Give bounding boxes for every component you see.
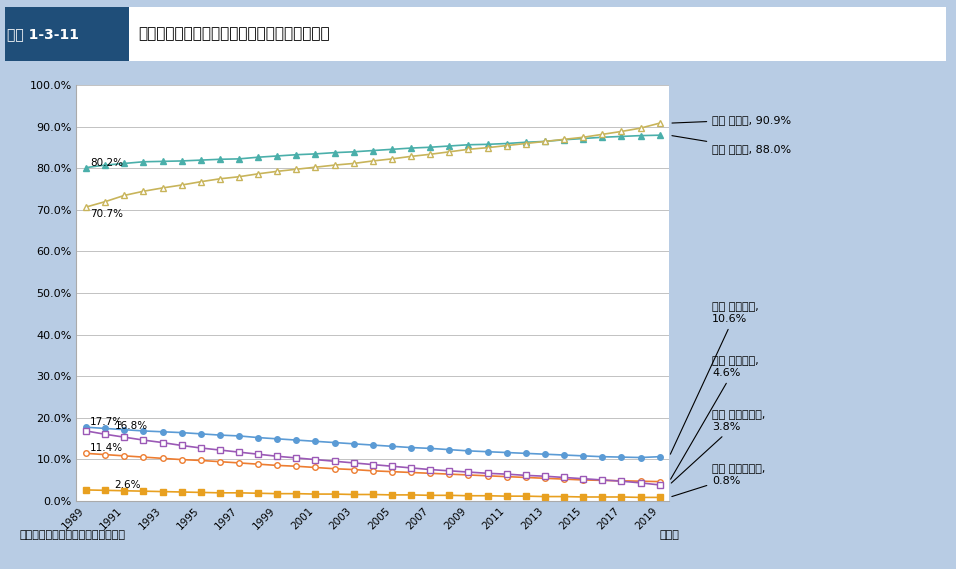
Text: 資料：総務省統計局「労働力調査」: 資料：総務省統計局「労働力調査」 [19,530,125,540]
Text: 男性 雇用者, 88.0%: 男性 雇用者, 88.0% [672,135,792,154]
Bar [129,7,946,61]
Text: 就業者に占める従業上の地位の構成割合の推移: 就業者に占める従業上の地位の構成割合の推移 [139,27,330,42]
Text: （年）: （年） [660,530,679,540]
Bar [5,7,129,61]
Text: 2.6%: 2.6% [115,480,141,490]
Text: 80.2%: 80.2% [90,158,123,167]
Text: 女性 家族従業者,
3.8%: 女性 家族従業者, 3.8% [671,410,766,483]
Text: 70.7%: 70.7% [90,209,123,220]
Text: 女性 自営業者,
4.6%: 女性 自営業者, 4.6% [670,357,759,479]
Text: 16.8%: 16.8% [115,421,148,431]
Text: 女性 雇用者, 90.9%: 女性 雇用者, 90.9% [672,115,792,125]
Text: 17.7%: 17.7% [90,417,123,427]
Text: 11.4%: 11.4% [90,443,123,453]
Text: 男性 自営業者,
10.6%: 男性 自営業者, 10.6% [670,303,759,454]
Text: 男性 家族従業者,
0.8%: 男性 家族従業者, 0.8% [672,464,766,497]
Text: 図表 1-3-11: 図表 1-3-11 [7,27,78,41]
